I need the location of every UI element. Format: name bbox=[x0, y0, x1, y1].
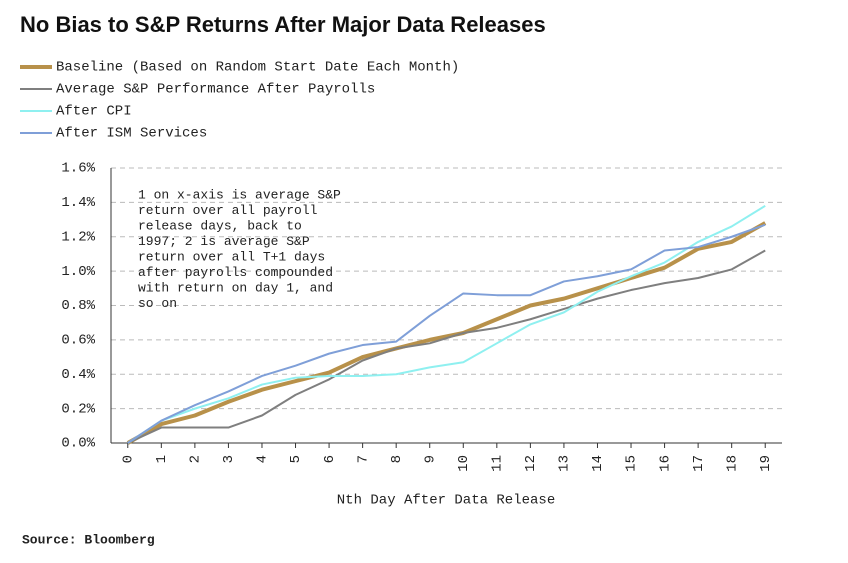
x-tick-label: 17 bbox=[691, 455, 707, 472]
annotation: return over all payroll bbox=[138, 203, 318, 218]
source: Source: Bloomberg bbox=[22, 532, 155, 547]
x-tick-label: 10 bbox=[456, 455, 472, 472]
x-tick-label: 3 bbox=[221, 455, 237, 463]
y-tick-label: 1.4% bbox=[61, 195, 95, 211]
series-line bbox=[127, 204, 766, 444]
y-tick-label: 0.4% bbox=[61, 367, 95, 383]
x-tick-label: 7 bbox=[355, 455, 371, 463]
annotation: release days, back to bbox=[138, 218, 302, 233]
annotation: 1997; 2 is average S&P bbox=[138, 234, 310, 249]
x-tick-label: 1 bbox=[154, 455, 170, 463]
series-line bbox=[127, 223, 766, 444]
y-tick-label: 1.2% bbox=[61, 229, 95, 245]
x-axis-label: Nth Day After Data Release bbox=[337, 493, 555, 509]
annotation: so on bbox=[138, 296, 177, 311]
y-tick-label: 1.0% bbox=[61, 264, 95, 280]
x-tick-label: 9 bbox=[422, 455, 438, 463]
y-tick-label: 0.2% bbox=[61, 401, 95, 417]
x-tick-label: 12 bbox=[523, 455, 539, 472]
x-tick-label: 0 bbox=[120, 455, 136, 463]
y-tick-label: 1.6% bbox=[61, 161, 95, 177]
annotation: with return on day 1, and bbox=[138, 280, 333, 295]
x-tick-label: 4 bbox=[255, 455, 271, 463]
legend-label: Baseline (Based on Random Start Date Eac… bbox=[56, 60, 459, 76]
x-tick-label: 6 bbox=[322, 455, 338, 463]
y-tick-label: 0.0% bbox=[61, 436, 95, 452]
x-tick-label: 14 bbox=[590, 455, 606, 472]
x-tick-label: 13 bbox=[557, 455, 573, 472]
series-line bbox=[126, 221, 767, 445]
annotation: after payrolls compounded bbox=[138, 265, 333, 280]
legend-label: After ISM Services bbox=[56, 126, 207, 142]
x-tick-label: 18 bbox=[724, 455, 740, 472]
x-tick-label: 2 bbox=[188, 455, 204, 463]
x-tick-label: 19 bbox=[758, 455, 774, 472]
legend-label: After CPI bbox=[56, 104, 132, 120]
x-tick-label: 11 bbox=[490, 455, 506, 472]
x-tick-label: 8 bbox=[389, 455, 405, 463]
y-tick-label: 0.6% bbox=[61, 333, 95, 349]
series-line bbox=[127, 249, 766, 444]
chart-title: No Bias to S&P Returns After Major Data … bbox=[20, 12, 546, 37]
x-tick-label: 15 bbox=[624, 455, 640, 472]
annotation: return over all T+1 days bbox=[138, 249, 325, 264]
y-tick-label: 0.8% bbox=[61, 298, 95, 314]
annotation: 1 on x-axis is average S&P bbox=[138, 187, 341, 202]
x-tick-label: 16 bbox=[657, 455, 673, 472]
x-tick-label: 5 bbox=[288, 455, 304, 463]
legend-label: Average S&P Performance After Payrolls bbox=[56, 82, 375, 98]
